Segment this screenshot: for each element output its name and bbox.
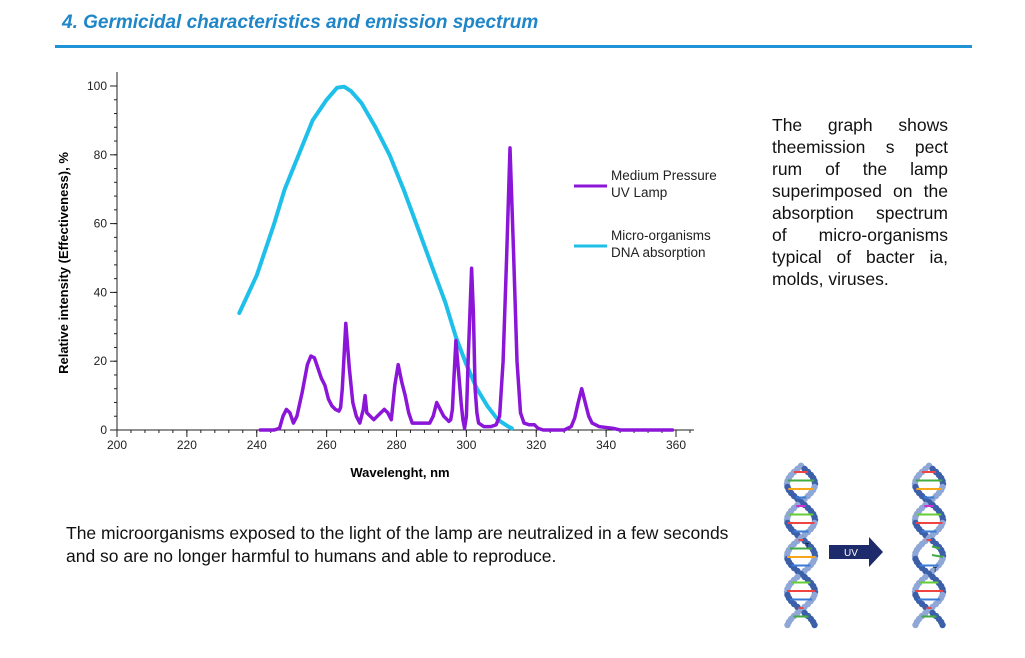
x-tick-label: 260 xyxy=(317,438,337,452)
x-tick-label: 360 xyxy=(666,438,686,452)
x-tick-label: 200 xyxy=(107,438,127,452)
base-label: T xyxy=(805,543,810,550)
legend-label: DNA absorption xyxy=(611,245,706,260)
x-axis-label: Wavelenght, nm xyxy=(350,465,449,480)
page-title: 4. Germicidal characteristics and emissi… xyxy=(62,12,539,33)
series-group xyxy=(237,84,675,432)
dna-bead xyxy=(811,621,818,629)
series-line-uv-lamp xyxy=(258,146,675,432)
y-tick-label: 80 xyxy=(94,148,108,162)
x-tick-label: 340 xyxy=(596,438,616,452)
dna-bead xyxy=(912,621,919,629)
y-tick-label: 40 xyxy=(94,285,108,299)
x-tick-label: 240 xyxy=(247,438,267,452)
uv-arrow-label: UV xyxy=(844,548,858,559)
y-axis-label: Relative intensity (Effectiveness), % xyxy=(56,152,71,374)
legend: Medium Pressure UV Lamp Micro-organisms DNA… xyxy=(574,168,717,260)
dna-after-icon xyxy=(911,462,947,629)
legend-label: Medium Pressure xyxy=(611,168,717,183)
x-tick-label: 300 xyxy=(456,438,476,452)
dna-bead xyxy=(939,621,946,629)
x-tick-label: 320 xyxy=(526,438,546,452)
series-line-dna-absorption xyxy=(237,84,514,431)
legend-label: UV Lamp xyxy=(611,185,667,200)
dna-rung-broken xyxy=(931,545,941,550)
axes-group: 0 20 40 60 80 100 200 220 240 260 280 300 320 340 360 xyxy=(87,72,694,452)
title-divider xyxy=(55,45,972,48)
dna-uv-illustration: UV T T xyxy=(783,462,947,629)
x-tick-label: 280 xyxy=(386,438,406,452)
dna-rung-broken xyxy=(931,554,944,558)
y-tick-label: 0 xyxy=(100,423,107,437)
y-tick-label: 20 xyxy=(94,354,108,368)
uv-arrow-icon: UV xyxy=(829,537,883,567)
dna-bead xyxy=(784,621,791,629)
x-tick-label: 220 xyxy=(177,438,197,452)
dna-before-icon xyxy=(783,462,819,629)
legend-label: Micro-organisms xyxy=(611,228,711,243)
y-tick-label: 60 xyxy=(94,217,108,231)
y-tick-label: 100 xyxy=(87,79,107,93)
base-label: T xyxy=(933,567,938,574)
bottom-description: The microorganisms exposed to the light … xyxy=(66,523,729,566)
side-description: The graph shows theemission s pect rum o… xyxy=(772,115,948,289)
